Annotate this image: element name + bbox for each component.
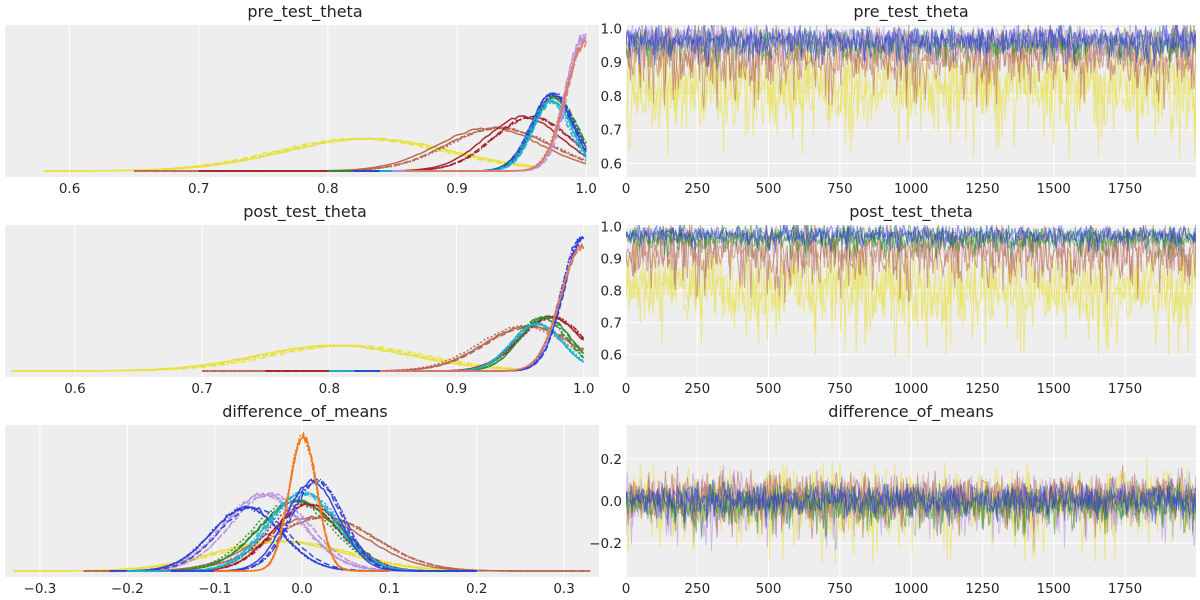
- panel-background: [5, 25, 599, 177]
- density-title-difference-of-means: difference_of_means: [222, 402, 387, 422]
- x-tick-label: 750: [827, 581, 853, 597]
- trace-lines: [626, 457, 1196, 564]
- x-tick-label: 0.8: [319, 381, 340, 397]
- x-tick-label: 1.0: [573, 381, 594, 397]
- x-tick-label: 1000: [894, 581, 928, 597]
- x-tick-label: 0: [622, 181, 631, 197]
- x-tick-label: 750: [827, 181, 853, 197]
- x-tick-label: 0: [622, 581, 631, 597]
- x-tick-label: 750: [827, 381, 853, 397]
- x-tick-label: 1500: [1037, 581, 1071, 597]
- trace-line: [626, 225, 1196, 304]
- x-tick-label: −0.1: [198, 581, 231, 597]
- y-tick-label: 1.0: [601, 220, 622, 236]
- y-tick-label: 0.8: [601, 89, 622, 105]
- x-tick-label: 0.2: [466, 581, 487, 597]
- density-curve: [265, 316, 585, 372]
- x-tick-label: 1.0: [575, 181, 596, 197]
- y-tick-label: 0.7: [601, 123, 622, 139]
- density-panel-post-test-theta: 0.6 0.7 0.8 0.9 1.0: [5, 225, 599, 397]
- x-tick-label: 250: [684, 181, 710, 197]
- x-tick-label: −0.2: [111, 581, 144, 597]
- density-curve: [380, 245, 584, 372]
- x-tick-label: 0.7: [191, 381, 212, 397]
- x-tick-label: 1000: [894, 181, 928, 197]
- y-tick-label: 0.7: [601, 316, 622, 332]
- x-tick-label: 1750: [1108, 381, 1142, 397]
- y-tick-label: 0.0: [601, 494, 622, 510]
- x-tick-label: 1000: [894, 381, 928, 397]
- density-curve: [329, 324, 585, 372]
- y-tick-label: 0.2: [601, 452, 622, 468]
- x-tick-label: 0.7: [188, 181, 209, 197]
- trace-line: [626, 476, 1196, 528]
- trace-lines: [626, 25, 1196, 159]
- x-tick-label: 500: [756, 381, 782, 397]
- trace-title-pre-test-theta: pre_test_theta: [853, 2, 968, 22]
- trace-line: [626, 481, 1196, 526]
- trace-line: [626, 225, 1196, 299]
- density-curve: [405, 40, 587, 172]
- trace-panel-post-test-theta: 0 250 500 750 1000 1250 1500 1750 0.6 0.7 0.8 0.9 1.…: [601, 220, 1196, 397]
- x-tick-label: 500: [756, 581, 782, 597]
- y-tick-label: 1.0: [601, 21, 622, 37]
- trace-line: [626, 29, 1196, 158]
- density-curve: [11, 344, 521, 372]
- y-tick-label: 0.8: [601, 284, 622, 300]
- x-tick-label: 0.6: [59, 181, 80, 197]
- x-tick-label: 0.8: [317, 181, 338, 197]
- panel-background: [5, 225, 599, 377]
- y-tick-label: −0.2: [589, 536, 622, 552]
- trace-panel-pre-test-theta: 0 250 500 750 1000 1250 1500 1750 0.6 0.7 0.8 0.9 1.…: [601, 21, 1196, 197]
- density-curve: [329, 316, 585, 372]
- y-tick-label: 0.6: [601, 156, 622, 172]
- y-tick-label: 0.9: [601, 55, 622, 71]
- density-curve: [405, 43, 587, 172]
- trace-lines: [626, 225, 1196, 358]
- trace-panel-difference-of-means: 0 250 500 750 1000 1250 1500 1750 −0.2 0.0 0.2: [589, 425, 1196, 597]
- x-tick-label: 0.1: [379, 581, 400, 597]
- density-title-pre-test-theta: pre_test_theta: [247, 2, 362, 22]
- x-tick-label: 1500: [1037, 381, 1071, 397]
- x-tick-label: 0.9: [446, 381, 467, 397]
- x-tick-label: 250: [684, 381, 710, 397]
- density-curve: [214, 432, 390, 572]
- x-tick-label: 1750: [1108, 181, 1142, 197]
- x-tick-label: 1250: [965, 581, 999, 597]
- x-tick-label: 0.3: [553, 581, 574, 597]
- density-curve: [109, 505, 390, 572]
- x-tick-label: 1250: [965, 181, 999, 197]
- x-tick-label: 0.6: [64, 381, 85, 397]
- density-curve: [144, 502, 477, 572]
- density-title-post-test-theta: post_test_theta: [243, 202, 367, 222]
- x-tick-label: −0.3: [24, 581, 57, 597]
- trace-title-post-test-theta: post_test_theta: [849, 202, 973, 222]
- trace-title-difference-of-means: difference_of_means: [828, 402, 993, 422]
- y-tick-label: 0.9: [601, 252, 622, 268]
- trace-line: [626, 25, 1196, 67]
- x-tick-label: 500: [756, 181, 782, 197]
- density-panel-difference-of-means: −0.3 −0.2 −0.1 0.0 0.1 0.2 0.3: [5, 425, 599, 597]
- x-tick-label: 1250: [965, 381, 999, 397]
- x-tick-label: 1750: [1108, 581, 1142, 597]
- x-tick-label: 0: [622, 381, 631, 397]
- x-tick-label: 0.0: [291, 581, 312, 597]
- x-tick-label: 1500: [1037, 181, 1071, 197]
- trace-line: [626, 25, 1196, 68]
- trace-line: [626, 225, 1196, 253]
- density-curve: [134, 126, 587, 172]
- x-tick-label: 250: [684, 581, 710, 597]
- density-curve: [43, 137, 535, 172]
- density-panel-pre-test-theta: 0.6 0.7 0.8 0.9 1.0: [5, 25, 599, 197]
- y-tick-label: 0.6: [601, 348, 622, 364]
- density-curve: [353, 91, 587, 172]
- x-tick-label: 0.9: [446, 181, 467, 197]
